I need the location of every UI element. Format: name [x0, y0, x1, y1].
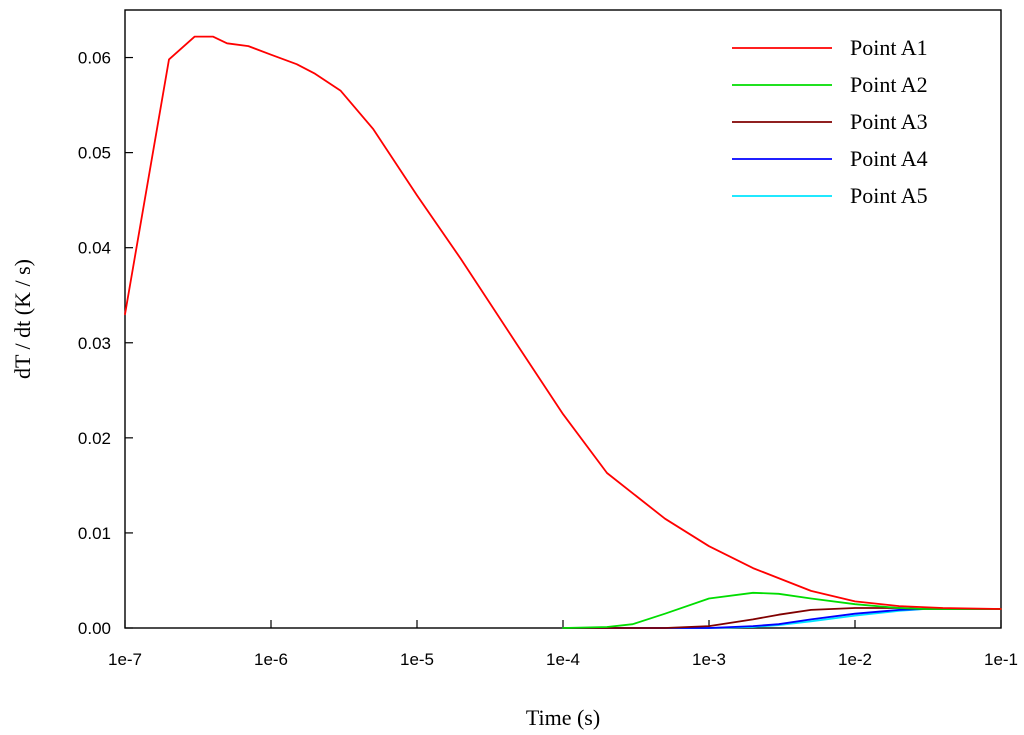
y-tick-label: 0.04	[78, 239, 111, 258]
legend-label: Point A3	[850, 109, 928, 134]
y-tick-label: 0.00	[78, 619, 111, 638]
x-axis: 1e-7 1e-6 1e-5 1e-4 1e-3 1e-2 1e-1	[108, 620, 1018, 669]
series-line-point-a2	[562, 591, 1002, 629]
y-tick-label: 0.03	[78, 334, 111, 353]
x-tick-label: 1e-6	[254, 650, 288, 669]
y-axis: 0.00 0.01 0.02 0.03 0.04 0.05 0.06	[78, 49, 133, 638]
series-line-point-a1	[124, 35, 1002, 610]
y-tick-label: 0.02	[78, 429, 111, 448]
y-tick-label: 0.05	[78, 144, 111, 163]
x-tick-label: 1e-4	[546, 650, 580, 669]
y-tick-label: 0.06	[78, 49, 111, 68]
series-layer	[124, 35, 1002, 629]
x-tick-label: 1e-2	[838, 650, 872, 669]
y-axis-title: dT / dt (K / s)	[10, 259, 35, 379]
x-axis-title: Time (s)	[526, 705, 600, 730]
legend: Point A1 Point A2 Point A3 Point A4 Point A5	[732, 35, 928, 208]
legend-label: Point A5	[850, 183, 928, 208]
plot-frame	[124, 9, 1002, 629]
x-tick-label: 1e-1	[984, 650, 1018, 669]
legend-label: Point A4	[850, 146, 928, 171]
x-tick-label: 1e-5	[400, 650, 434, 669]
x-tick-label: 1e-7	[108, 650, 142, 669]
y-tick-label: 0.01	[78, 524, 111, 543]
x-tick-label: 1e-3	[692, 650, 726, 669]
legend-label: Point A2	[850, 72, 928, 97]
legend-label: Point A1	[850, 35, 928, 60]
